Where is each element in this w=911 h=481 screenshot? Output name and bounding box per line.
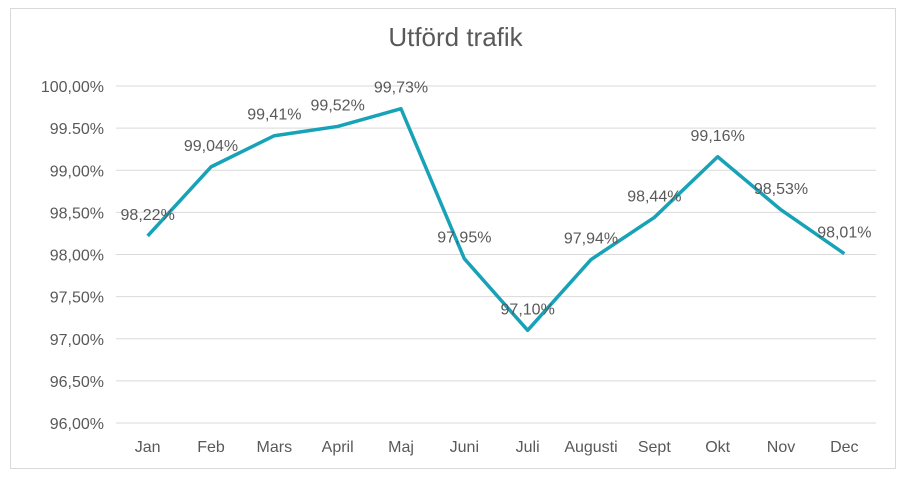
x-tick-label: April [322,439,354,456]
data-labels: 98,22% 99,04% 99,41% 99,52% 99,73% 97,95% 97,1… [121,80,872,319]
x-tick-label: Nov [767,439,795,456]
x-tick-label: Jan [135,439,161,456]
y-tick-label: 100,00% [41,79,104,96]
gridlines [116,85,876,424]
y-tick-label: 97,50% [50,290,104,307]
x-tick-label: Sept [638,439,671,456]
data-label: 98,53% [754,181,808,198]
y-tick-label: 99.50% [50,121,104,138]
chart-frame [10,8,896,469]
data-label: 97,10% [501,301,555,318]
data-label: 97,95% [437,230,491,247]
data-label: 98,01% [817,225,871,242]
data-label: 99,73% [374,80,428,97]
x-tick-label: Okt [705,439,730,456]
data-label: 98,44% [627,188,681,205]
x-tick-label: Augusti [564,439,617,456]
x-tick-label: Dec [830,439,858,456]
chart-title: Utförd trafik [388,22,523,52]
data-label: 99,04% [184,138,238,155]
y-tick-label: 96,50% [50,374,104,391]
x-tick-label: Mars [257,439,293,456]
y-tick-label: 99,00% [50,163,104,180]
y-tick-label: 98,00% [50,248,104,265]
data-label: 99,52% [311,97,365,114]
x-tick-label: Maj [388,439,414,456]
x-axis-ticks: Jan Feb Mars April Maj Juni Juli Augusti Sept Okt… [135,439,859,456]
data-label: 99,41% [247,107,301,124]
x-tick-label: Juni [450,439,479,456]
y-tick-label: 98,50% [50,205,104,222]
series-layer [146,106,846,333]
y-tick-label: 97,00% [50,332,104,349]
series-line [146,106,846,333]
data-label: 97,94% [564,231,618,248]
y-tick-label: 96,00% [50,416,104,433]
x-tick-label: Feb [197,439,225,456]
y-axis-ticks: 96,00% 96,50% 97,00% 97,50% 98,00% 98,50% 99,0… [41,79,104,433]
x-tick-label: Juli [516,439,540,456]
data-label: 99,16% [691,128,745,145]
data-label: 98,22% [121,207,175,224]
